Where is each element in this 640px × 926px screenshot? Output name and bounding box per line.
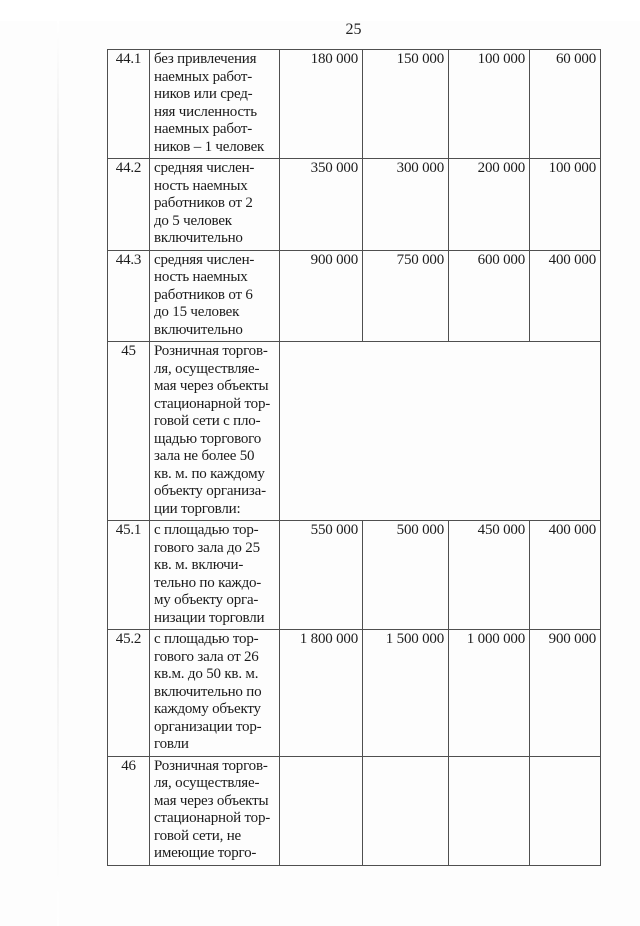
row-value-cell: 400 000 xyxy=(529,249,601,342)
table-body: 44.1 без привлечения наемных работ- ников… xyxy=(107,49,601,866)
row-id-cell: 45.2 xyxy=(107,629,150,757)
table-row: 44.1 без привлечения наемных работ- ников… xyxy=(107,49,601,159)
row-value-cell: 450 000 xyxy=(448,520,530,630)
table-row: 45.1 с площадью тор- гового зала до 25 кв… xyxy=(107,520,601,630)
tax-rate-table: 44.1 без привлечения наемных работ- ников… xyxy=(107,49,601,866)
row-value-cell: 1 000 000 xyxy=(448,629,530,757)
row-value-cell: 1 800 000 xyxy=(279,629,363,757)
scanned-document-page: 25 44.1 без привлечения наемных работ- ни… xyxy=(0,21,640,926)
row-value-cell xyxy=(529,755,601,866)
row-description-cell: с площадью тор- гового зала от 26 кв.м. … xyxy=(149,629,280,757)
table-row: 44.3 средняя числен- ность наемных работн… xyxy=(107,249,601,342)
page-number: 25 xyxy=(345,21,362,38)
row-id-cell: 44.1 xyxy=(107,49,150,159)
row-value-cell: 100 000 xyxy=(448,49,530,159)
row-values-merged-cell xyxy=(279,341,601,521)
row-description-cell: Розничная торгов- ля, осуществляе- мая ч… xyxy=(149,755,280,866)
row-value-cell: 350 000 xyxy=(279,158,363,251)
row-value-cell: 60 000 xyxy=(529,49,601,159)
row-value-cell xyxy=(362,755,449,866)
table-row: 44.2 средняя числен- ность наемных работн… xyxy=(107,158,601,251)
row-description-cell: без привлечения наемных работ- ников или… xyxy=(149,49,280,159)
row-description-cell: Розничная торгов- ля, осуществляе- мая ч… xyxy=(149,341,280,521)
row-value-cell: 300 000 xyxy=(362,158,449,251)
row-value-cell: 150 000 xyxy=(362,49,449,159)
row-value-cell: 400 000 xyxy=(529,520,601,630)
table-row: 46 Розничная торгов- ля, осуществляе- мая… xyxy=(107,755,601,866)
row-value-cell: 100 000 xyxy=(529,158,601,251)
row-value-cell: 750 000 xyxy=(362,249,449,342)
row-id-cell: 44.2 xyxy=(107,158,150,251)
row-value-cell: 200 000 xyxy=(448,158,530,251)
row-id-cell: 44.3 xyxy=(107,249,150,342)
row-id-cell: 45.1 xyxy=(107,520,150,630)
row-value-cell: 550 000 xyxy=(279,520,363,630)
row-description-cell: средняя числен- ность наемных работников… xyxy=(149,158,280,251)
row-value-cell xyxy=(279,755,363,866)
table-row: 45.2 с площадью тор- гового зала от 26 кв… xyxy=(107,629,601,757)
row-id-cell: 45 xyxy=(107,341,150,521)
row-id-cell: 46 xyxy=(107,755,150,866)
row-value-cell: 180 000 xyxy=(279,49,363,159)
row-value-cell xyxy=(448,755,530,866)
row-description-cell: с площадью тор- гового зала до 25 кв. м.… xyxy=(149,520,280,630)
row-description-cell: средняя числен- ность наемных работников… xyxy=(149,249,280,342)
row-value-cell: 1 500 000 xyxy=(362,629,449,757)
scan-edge-artifact xyxy=(57,21,59,926)
row-value-cell: 900 000 xyxy=(529,629,601,757)
row-value-cell: 900 000 xyxy=(279,249,363,342)
row-value-cell: 500 000 xyxy=(362,520,449,630)
row-value-cell: 600 000 xyxy=(448,249,530,342)
table-row: 45 Розничная торгов- ля, осуществляе- мая… xyxy=(107,341,601,521)
